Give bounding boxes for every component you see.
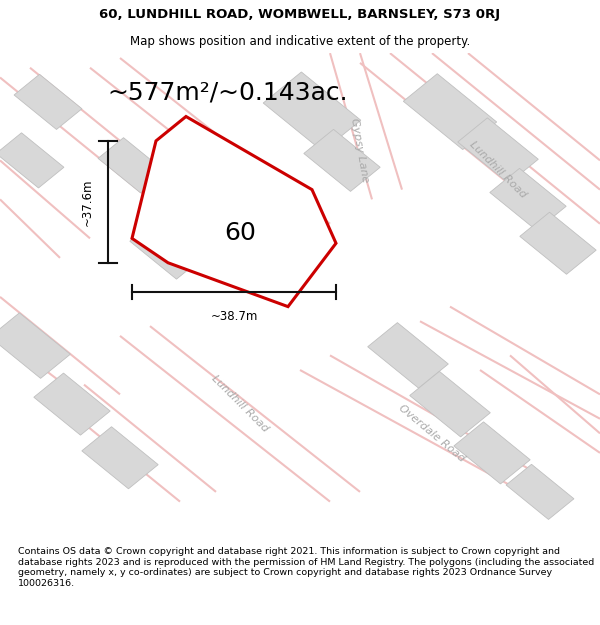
Polygon shape xyxy=(454,422,530,484)
Polygon shape xyxy=(520,213,596,274)
Text: Lundhill Road: Lundhill Road xyxy=(467,140,529,201)
Polygon shape xyxy=(263,72,361,151)
Text: 60, LUNDHILL ROAD, WOMBWELL, BARNSLEY, S73 0RJ: 60, LUNDHILL ROAD, WOMBWELL, BARNSLEY, S… xyxy=(100,8,500,21)
Polygon shape xyxy=(98,138,166,193)
Polygon shape xyxy=(130,217,206,279)
Polygon shape xyxy=(82,427,158,489)
Text: ~577m²/~0.143ac.: ~577m²/~0.143ac. xyxy=(107,80,349,104)
Polygon shape xyxy=(14,74,82,129)
Polygon shape xyxy=(403,74,497,149)
Text: Map shows position and indicative extent of the property.: Map shows position and indicative extent… xyxy=(130,35,470,48)
Text: Gypsy Lane: Gypsy Lane xyxy=(349,118,371,184)
Text: Overdale Road: Overdale Road xyxy=(397,403,467,464)
Polygon shape xyxy=(410,371,490,437)
Polygon shape xyxy=(368,322,448,388)
Polygon shape xyxy=(0,132,64,188)
Polygon shape xyxy=(34,373,110,435)
Polygon shape xyxy=(132,116,336,307)
Text: Contains OS data © Crown copyright and database right 2021. This information is : Contains OS data © Crown copyright and d… xyxy=(18,548,594,588)
Polygon shape xyxy=(506,464,574,519)
Polygon shape xyxy=(0,313,70,378)
Polygon shape xyxy=(304,129,380,191)
Text: ~38.7m: ~38.7m xyxy=(211,310,257,323)
Polygon shape xyxy=(458,118,538,183)
Text: 60: 60 xyxy=(224,221,256,246)
Text: Lundhill Road: Lundhill Road xyxy=(209,374,271,434)
Text: ~37.6m: ~37.6m xyxy=(80,178,94,226)
Polygon shape xyxy=(490,168,566,231)
